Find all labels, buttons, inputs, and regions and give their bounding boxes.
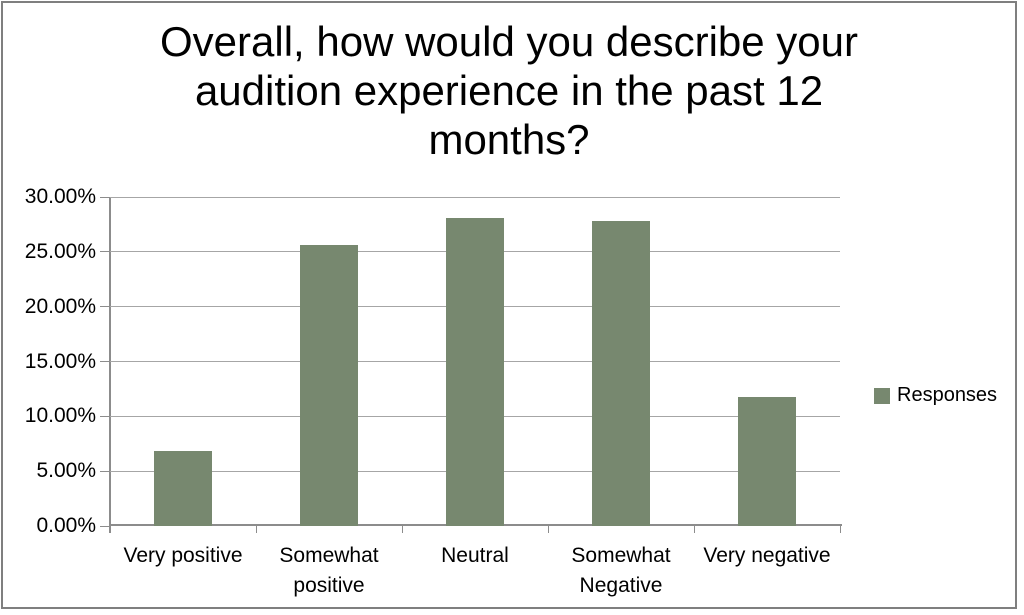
y-axis-label-5-00-: 5.00% [36, 459, 96, 483]
x-axis-label-very-positive: Very positive [123, 544, 243, 567]
y-axis-label-20-00-: 20.00% [24, 294, 96, 318]
x-axis-label-somewhat-positive: Somewhat positive [279, 544, 379, 597]
gridline-30-00- [110, 196, 840, 198]
chart-title-line-2: audition experience in the past 12 [194, 67, 824, 114]
y-axis-label-25-00-: 25.00% [24, 239, 96, 263]
legend-swatch-responses-icon [874, 387, 890, 404]
y-axis-tick-0-00- [100, 525, 110, 527]
x-axis-tick-4 [693, 526, 695, 533]
chart-title: Overall, how would you describe your aud… [3, 17, 1015, 164]
x-axis-tick-2 [401, 526, 403, 533]
y-axis-tick-10-00- [100, 415, 110, 417]
y-axis-tick-30-00- [100, 196, 110, 198]
y-axis-label-30-00-: 30.00% [24, 185, 96, 208]
plot-area: 0.00% 5.00% 10.00% 15.00% 20.00% 25.00% 30.00%… [25, 185, 842, 597]
y-axis-label-15-00-: 15.00% [24, 349, 96, 373]
chart-title-line-3: months? [428, 116, 590, 163]
y-axis-label-10-00-: 10.00% [24, 404, 96, 428]
y-axis-tick-25-00- [100, 251, 110, 253]
y-axis-tick-5-00- [100, 470, 110, 472]
chart-title-line-1: Overall, how would you describe your [159, 18, 858, 65]
legend-label-responses: Responses [897, 384, 998, 406]
x-axis-tick-0 [109, 526, 111, 533]
legend: Responses [874, 384, 997, 407]
y-axis-line [109, 197, 111, 533]
x-axis-label-very-negative: Very negative [703, 544, 831, 567]
x-axis-tick-3 [547, 526, 549, 533]
x-axis-tick-1 [255, 526, 257, 533]
x-axis-tick-5 [839, 526, 841, 533]
x-axis-label-somewhat-negative: Somewhat Negative [571, 544, 671, 597]
x-axis-label-neutral: Neutral [441, 544, 509, 567]
y-axis-label-0-00-: 0.00% [36, 514, 96, 537]
bar-neutral [445, 217, 505, 526]
bar-somewhat-positive [299, 245, 359, 526]
y-axis-tick-15-00- [100, 361, 110, 362]
y-axis-tick-20-00- [100, 306, 110, 308]
bar-very-negative [737, 397, 797, 526]
bar-somewhat-negative [591, 221, 651, 526]
bar-very-positive [153, 451, 213, 526]
